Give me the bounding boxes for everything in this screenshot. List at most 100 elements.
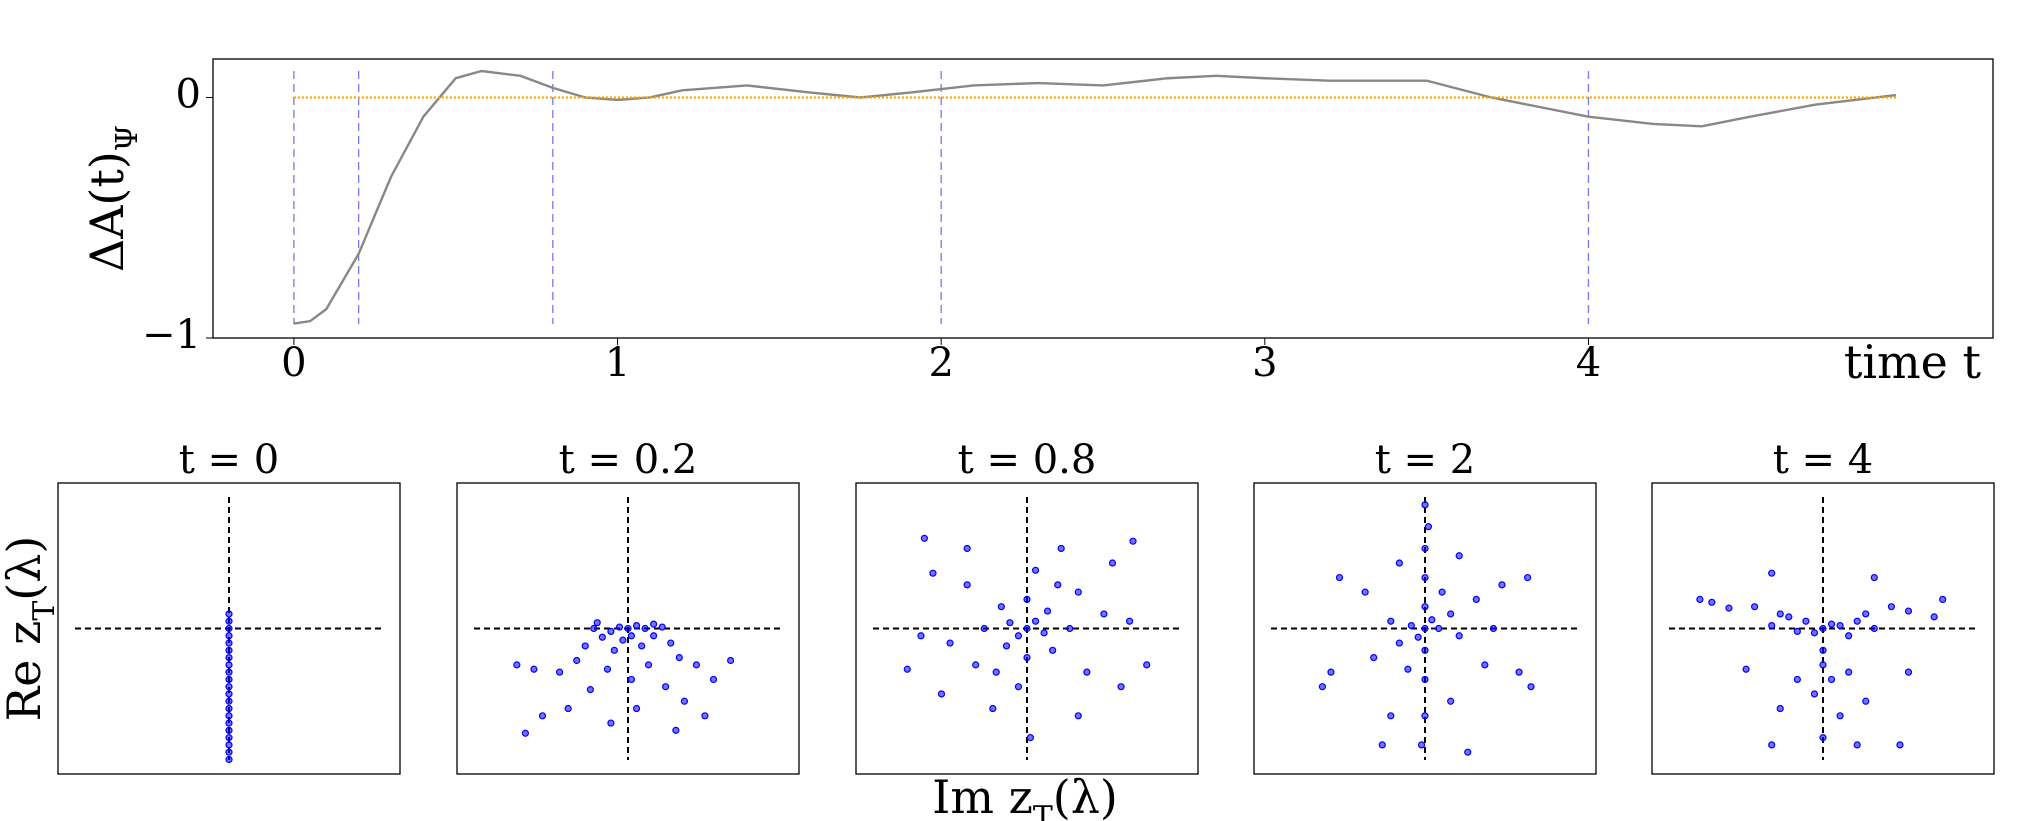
label-part: (λ) [0, 536, 51, 601]
scatter-point [1421, 573, 1429, 582]
panel-frame [1253, 482, 1597, 775]
scatter-point [1387, 617, 1395, 625]
scatter-point [920, 534, 929, 542]
scatter-point [1768, 569, 1776, 577]
scatter-point [1939, 595, 1947, 604]
scatter-point [632, 704, 641, 713]
scatter-point [1006, 619, 1014, 627]
scatter-point [903, 665, 911, 673]
scatter-point [1318, 683, 1327, 691]
scatter-point [1335, 573, 1344, 582]
scatter-point [1074, 712, 1082, 720]
scatter-point [225, 712, 233, 720]
panel-title: t = 0 [179, 437, 279, 483]
scatter-point [225, 632, 233, 640]
scatter-point [1887, 603, 1896, 611]
scatter-point [1002, 642, 1011, 650]
label-part: ΔA(t) [80, 151, 134, 272]
scatter-point [610, 646, 618, 654]
scatter-point [1481, 661, 1489, 669]
scatter-point [1515, 668, 1523, 676]
scatter-point [1447, 697, 1455, 705]
y-tick-label: −1 [142, 312, 201, 358]
x-tick-label: 1 [605, 340, 630, 386]
scatter-point [1414, 633, 1422, 641]
label-part: Im z [932, 770, 1033, 821]
scatter-point [1435, 624, 1443, 633]
label-subscript: T [27, 601, 62, 621]
scatter-point [225, 668, 233, 676]
scatter-point [1904, 668, 1913, 676]
scatter-point [590, 624, 598, 633]
scatter-point [1421, 712, 1429, 720]
scatter-point [225, 661, 233, 669]
scatter-point [225, 704, 233, 713]
scatter-point [619, 636, 627, 644]
scatter-point [1043, 607, 1052, 615]
scatter-point [1708, 598, 1716, 606]
label-subscript: T [1033, 800, 1053, 821]
scatter-point [946, 639, 954, 647]
scatter-point [1031, 566, 1040, 574]
scatter-point [225, 748, 233, 756]
scatter-point [1125, 617, 1134, 625]
data-line [293, 69, 1897, 325]
scatter-point [1776, 704, 1784, 713]
scatter-point [1489, 624, 1498, 633]
scatter-point [1031, 617, 1040, 625]
scatter-point [607, 719, 615, 727]
scatter-point [1129, 537, 1137, 545]
scatter-point [972, 661, 980, 669]
panel-title: t = 2 [1375, 437, 1475, 483]
scatter-point [1819, 624, 1827, 633]
scatter-point [1014, 683, 1023, 691]
scatter-point [521, 729, 530, 737]
scatter-point [1108, 559, 1117, 567]
scatter-point [1404, 665, 1412, 673]
scatter-point [1827, 675, 1836, 684]
scatter-point [1083, 668, 1091, 676]
scatter-point [1498, 581, 1506, 589]
scatter-point [1378, 741, 1386, 749]
scatter-point [709, 675, 718, 684]
y-axis-label: ΔA(t)Ψ [80, 125, 145, 272]
scatter-point [564, 704, 572, 713]
scatter-point [1428, 616, 1436, 624]
panel-frame [57, 482, 401, 775]
scatter-point [1853, 617, 1861, 625]
panel-frame [855, 482, 1199, 775]
scatter-point [555, 668, 564, 676]
scatter-point [1447, 610, 1455, 618]
scatter-point [1904, 607, 1913, 615]
scatter-point [586, 686, 594, 694]
panel-title: t = 4 [1773, 437, 1873, 483]
scatter-point [225, 726, 233, 734]
scatter-point [1370, 653, 1378, 662]
label-part: (λ) [1053, 770, 1118, 821]
x-axis-label: Im zT(λ) [932, 770, 1118, 821]
scatter-point [917, 632, 925, 640]
scatter-point [692, 661, 701, 669]
scatter-point [530, 665, 538, 673]
scatter-point [225, 741, 233, 749]
scatter-point [658, 623, 666, 631]
scatter-point [650, 632, 658, 640]
scatter-point [1870, 624, 1878, 633]
scatter-point [1421, 624, 1429, 633]
scatter-point [997, 603, 1005, 611]
scatter-point [980, 624, 988, 633]
scatter-point [1026, 734, 1035, 742]
panel-title: t = 0.2 [559, 437, 698, 483]
x-tick-label: 2 [928, 340, 953, 386]
scatter-point [929, 569, 937, 577]
scatter-point [627, 632, 636, 640]
scatter-point [1870, 573, 1878, 582]
scatter-point [1768, 621, 1776, 630]
scatter-point [581, 642, 589, 650]
scatter-point [1802, 617, 1810, 625]
scatter-point [1014, 632, 1023, 640]
scatter-point [225, 697, 233, 705]
scatter-point [963, 544, 971, 553]
scatter-point [675, 653, 683, 662]
scatter-point [1845, 668, 1853, 676]
